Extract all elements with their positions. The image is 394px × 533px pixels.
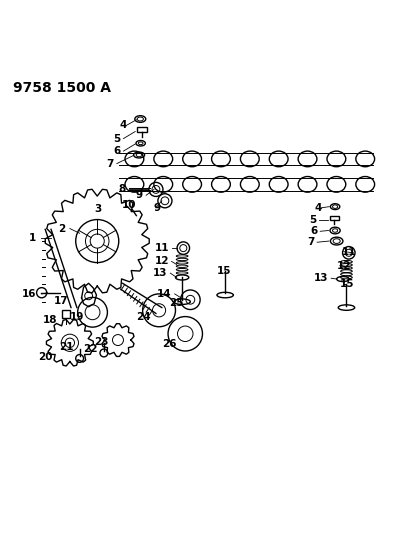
- Text: 13: 13: [314, 273, 328, 283]
- Text: 20: 20: [39, 352, 53, 362]
- Bar: [62, 310, 70, 318]
- Text: 12: 12: [337, 261, 351, 271]
- Text: 26: 26: [162, 339, 177, 349]
- Text: 4: 4: [314, 203, 322, 213]
- Text: 5: 5: [113, 134, 121, 143]
- Text: 18: 18: [43, 316, 58, 326]
- Text: 22: 22: [83, 344, 97, 354]
- Text: 15: 15: [217, 266, 231, 276]
- Text: 10: 10: [122, 200, 137, 209]
- Text: 17: 17: [54, 295, 69, 305]
- Text: 4: 4: [120, 120, 127, 130]
- Text: 9: 9: [153, 203, 160, 213]
- Text: 12: 12: [154, 256, 169, 266]
- Text: 14: 14: [157, 289, 171, 299]
- Text: 11: 11: [342, 247, 356, 256]
- Text: 21: 21: [59, 342, 74, 352]
- Text: 25: 25: [169, 298, 183, 308]
- Text: 19: 19: [70, 312, 84, 322]
- Text: 16: 16: [22, 289, 37, 299]
- Text: 7: 7: [307, 237, 314, 247]
- Text: 11: 11: [154, 243, 169, 253]
- Text: 3: 3: [95, 204, 102, 214]
- Text: 2: 2: [58, 223, 65, 233]
- Text: 9758 1500 A: 9758 1500 A: [13, 80, 111, 95]
- Bar: [137, 127, 147, 132]
- Text: 8: 8: [119, 184, 126, 194]
- Text: 6: 6: [310, 227, 318, 236]
- Text: 23: 23: [95, 337, 109, 346]
- Text: 9: 9: [136, 190, 143, 200]
- Text: 1: 1: [29, 232, 36, 243]
- Text: 7: 7: [107, 159, 114, 168]
- Bar: [330, 216, 338, 220]
- Text: 15: 15: [340, 279, 354, 289]
- Text: 6: 6: [113, 146, 121, 156]
- Text: 13: 13: [153, 268, 168, 278]
- Text: 5: 5: [309, 215, 317, 224]
- Text: 24: 24: [136, 312, 151, 322]
